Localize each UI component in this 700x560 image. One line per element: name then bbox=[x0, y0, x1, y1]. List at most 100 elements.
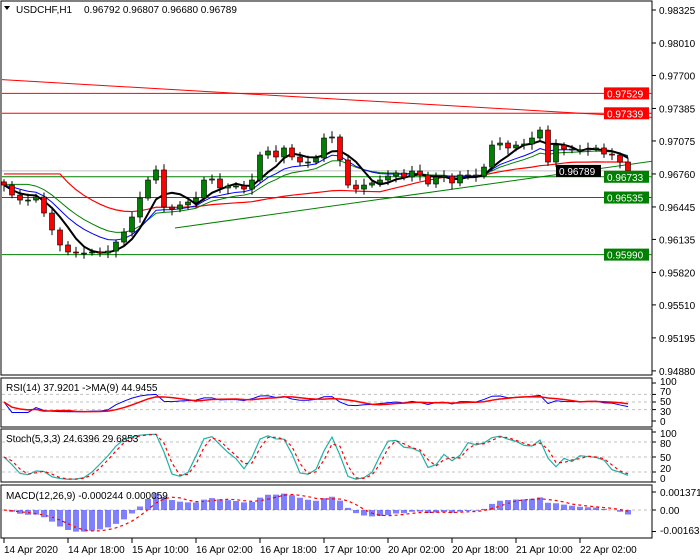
candle[interactable] bbox=[585, 142, 591, 156]
candle[interactable] bbox=[33, 193, 39, 203]
candle[interactable] bbox=[425, 171, 431, 187]
candle[interactable] bbox=[193, 191, 199, 208]
candle[interactable] bbox=[609, 148, 615, 161]
candle[interactable] bbox=[457, 171, 463, 187]
candle[interactable] bbox=[1, 179, 7, 192]
candle[interactable] bbox=[241, 180, 247, 194]
candle-body-bull bbox=[537, 129, 543, 139]
candle-body-bull bbox=[209, 178, 215, 181]
candle[interactable] bbox=[209, 174, 215, 184]
candle[interactable] bbox=[97, 247, 103, 257]
candle[interactable] bbox=[305, 155, 311, 168]
macd-signal-line bbox=[3, 493, 629, 532]
candle[interactable] bbox=[265, 146, 271, 159]
candle[interactable] bbox=[545, 125, 551, 166]
candle-body-bull bbox=[361, 184, 367, 190]
candle[interactable] bbox=[329, 131, 335, 144]
candle[interactable] bbox=[9, 181, 15, 199]
candle[interactable] bbox=[505, 140, 511, 155]
candle[interactable] bbox=[385, 170, 391, 186]
candle[interactable] bbox=[553, 139, 559, 168]
candle[interactable] bbox=[201, 176, 207, 201]
symbol-label: USDCHF,H1 bbox=[16, 5, 73, 16]
candle[interactable] bbox=[433, 172, 439, 188]
candle[interactable] bbox=[153, 165, 159, 184]
candle[interactable] bbox=[17, 189, 23, 205]
candle[interactable] bbox=[617, 152, 623, 169]
candle[interactable] bbox=[321, 133, 327, 162]
candle[interactable] bbox=[177, 201, 183, 213]
candle[interactable] bbox=[169, 204, 175, 216]
candle-body-bull bbox=[113, 241, 119, 252]
candle[interactable] bbox=[449, 173, 455, 190]
candle[interactable] bbox=[225, 183, 231, 195]
price-panel[interactable] bbox=[0, 0, 653, 376]
triangle-down-icon[interactable] bbox=[4, 6, 10, 10]
candle[interactable] bbox=[185, 196, 191, 210]
candle[interactable] bbox=[57, 227, 63, 252]
candle-body-bear bbox=[49, 212, 55, 231]
candle[interactable] bbox=[593, 144, 599, 152]
candle[interactable] bbox=[217, 173, 223, 194]
candle[interactable] bbox=[561, 142, 567, 156]
candle-body-bull bbox=[513, 144, 519, 149]
candle[interactable] bbox=[417, 164, 423, 181]
candle[interactable] bbox=[41, 192, 47, 217]
candle[interactable] bbox=[577, 144, 583, 155]
candle-body-bull bbox=[529, 137, 535, 145]
candle[interactable] bbox=[249, 173, 255, 195]
candle-body-bull bbox=[369, 182, 375, 186]
candle[interactable] bbox=[497, 137, 503, 151]
candle[interactable] bbox=[89, 248, 95, 256]
trendline-resistance[interactable] bbox=[1, 79, 653, 118]
candle[interactable] bbox=[601, 143, 607, 158]
candle[interactable] bbox=[129, 211, 135, 237]
candle[interactable] bbox=[377, 175, 383, 187]
candle[interactable] bbox=[137, 191, 143, 223]
candle[interactable] bbox=[65, 241, 71, 256]
candle[interactable] bbox=[337, 134, 343, 167]
candle[interactable] bbox=[105, 245, 111, 259]
macd-panel[interactable]: 0.001371 0.00 -0.001637 bbox=[0, 484, 700, 539]
candle[interactable] bbox=[145, 176, 151, 201]
candle-body-bull bbox=[441, 175, 447, 178]
candle-body-bear bbox=[217, 178, 223, 189]
candle[interactable] bbox=[257, 151, 263, 183]
candle[interactable] bbox=[473, 168, 479, 182]
candle[interactable] bbox=[521, 138, 527, 150]
candle[interactable] bbox=[489, 140, 495, 171]
candle[interactable] bbox=[273, 145, 279, 163]
candle[interactable] bbox=[73, 246, 79, 258]
rsi-label: RSI(14) 37.9201 ->MA(9) 44.9455 bbox=[6, 383, 158, 394]
candle[interactable] bbox=[353, 179, 359, 194]
candle[interactable] bbox=[361, 178, 367, 195]
candle[interactable] bbox=[393, 170, 399, 183]
candle[interactable] bbox=[409, 165, 415, 182]
candle[interactable] bbox=[25, 193, 31, 206]
candle[interactable] bbox=[281, 145, 287, 164]
candle[interactable] bbox=[465, 169, 471, 180]
candle[interactable] bbox=[161, 164, 167, 213]
candle[interactable] bbox=[113, 239, 119, 258]
candle[interactable] bbox=[297, 151, 303, 167]
candle[interactable] bbox=[369, 179, 375, 188]
candle[interactable] bbox=[569, 145, 575, 154]
candle[interactable] bbox=[345, 156, 351, 189]
candle[interactable] bbox=[441, 170, 447, 183]
candle[interactable] bbox=[313, 154, 319, 165]
candle[interactable] bbox=[289, 144, 295, 161]
candle[interactable] bbox=[233, 182, 239, 190]
candle[interactable] bbox=[49, 207, 55, 236]
level-tag-label: 0.97529 bbox=[607, 89, 644, 100]
candle-body-bear bbox=[337, 136, 343, 161]
candle[interactable] bbox=[513, 141, 519, 152]
candle[interactable] bbox=[121, 228, 127, 246]
candle[interactable] bbox=[401, 169, 407, 181]
candle[interactable] bbox=[537, 126, 543, 141]
candle[interactable] bbox=[481, 163, 487, 179]
candle[interactable] bbox=[81, 246, 87, 259]
candle[interactable] bbox=[529, 131, 535, 150]
